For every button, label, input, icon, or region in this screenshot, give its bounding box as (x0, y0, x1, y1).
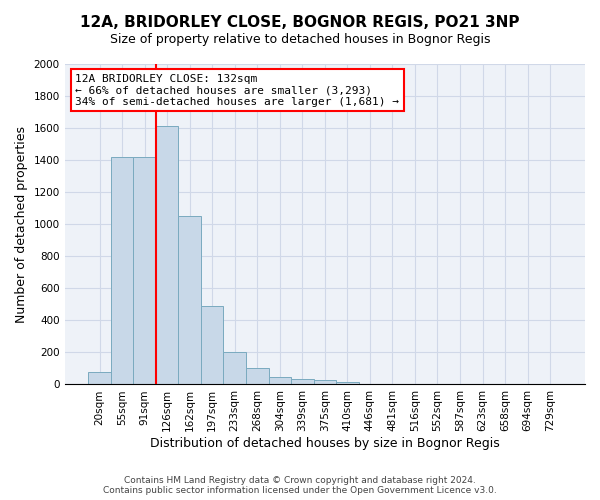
Bar (291, 379, 314, 384)
Bar (133, 157, 156, 384)
Text: Size of property relative to detached houses in Bognor Regis: Size of property relative to detached ho… (110, 32, 490, 46)
Bar (246, 368, 269, 384)
Bar (314, 380, 336, 384)
Text: 12A BRIDORLEY CLOSE: 132sqm
← 66% of detached houses are smaller (3,293)
34% of : 12A BRIDORLEY CLOSE: 132sqm ← 66% of det… (75, 74, 399, 107)
Bar (111, 157, 133, 384)
Y-axis label: Number of detached properties: Number of detached properties (15, 126, 28, 322)
X-axis label: Distribution of detached houses by size in Bognor Regis: Distribution of detached houses by size … (150, 437, 500, 450)
Bar (269, 377, 291, 384)
Bar (223, 352, 246, 384)
Bar (178, 216, 201, 384)
Text: 12A, BRIDORLEY CLOSE, BOGNOR REGIS, PO21 3NP: 12A, BRIDORLEY CLOSE, BOGNOR REGIS, PO21… (80, 15, 520, 30)
Bar (88, 372, 111, 384)
Bar (336, 382, 359, 384)
Text: Contains HM Land Registry data © Crown copyright and database right 2024.
Contai: Contains HM Land Registry data © Crown c… (103, 476, 497, 495)
Bar (201, 306, 223, 384)
Bar (156, 126, 178, 384)
